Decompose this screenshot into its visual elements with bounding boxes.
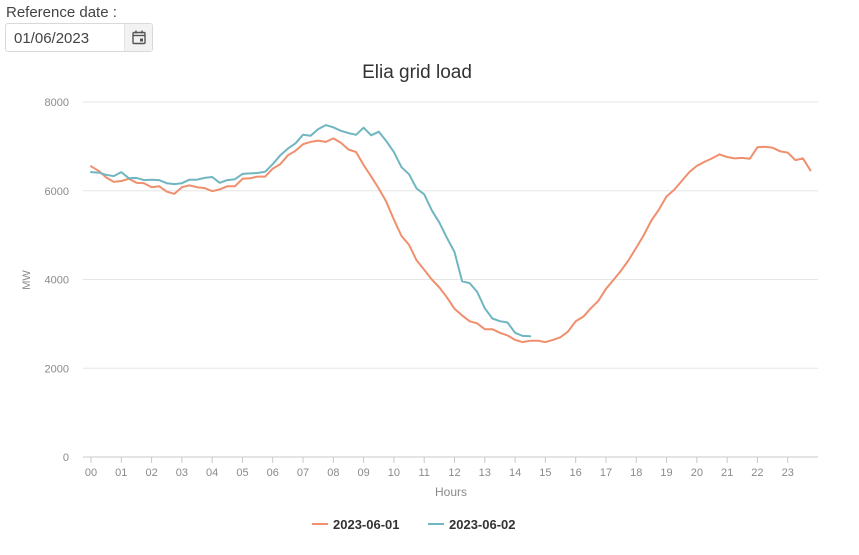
chart: Elia grid load 0 2000 4000 6000 8000 00 01 02 0…: [21, 62, 818, 532]
y-tick-label: 0: [63, 452, 69, 464]
legend-item-2023-06-01[interactable]: 2023-06-01: [312, 517, 400, 532]
x-axis-label: Hours: [435, 485, 467, 499]
legend-label: 2023-06-01: [333, 517, 400, 532]
x-tick-label: 10: [388, 467, 400, 479]
x-tick-label: 08: [327, 467, 339, 479]
x-tick-label: 18: [630, 467, 642, 479]
y-axis-label: MW: [21, 270, 33, 290]
x-tick-label: 06: [267, 467, 279, 479]
chart-title: Elia grid load: [362, 62, 472, 83]
x-tick-label: 14: [509, 467, 521, 479]
x-tick-label: 12: [448, 467, 460, 479]
x-tick-label: 02: [145, 467, 157, 479]
x-tick-label: 07: [297, 467, 309, 479]
x-tick-label: 17: [600, 467, 612, 479]
legend-item-2023-06-02[interactable]: 2023-06-02: [428, 517, 516, 532]
calendar-icon: [131, 30, 146, 45]
x-tick-label: 13: [479, 467, 491, 479]
x-tick-label: 22: [751, 467, 763, 479]
calendar-button[interactable]: [124, 24, 152, 51]
date-picker[interactable]: 01/06/2023: [5, 23, 153, 52]
x-tick-label: 16: [570, 467, 582, 479]
x-tick-label: 04: [206, 467, 218, 479]
series-line-2023-06-01[interactable]: [90, 137, 812, 344]
x-tick-label: 03: [176, 467, 188, 479]
series-line-2023-06-02[interactable]: [90, 124, 532, 338]
x-tick-label: 01: [115, 467, 127, 479]
x-tick-label: 20: [691, 467, 703, 479]
x-tick-label: 19: [660, 467, 672, 479]
x-tick-label: 09: [358, 467, 370, 479]
x-tick-label: 21: [721, 467, 733, 479]
reference-date-label: Reference date :: [6, 4, 117, 21]
y-tick-label: 2000: [45, 363, 69, 375]
y-tick-label: 4000: [45, 275, 69, 287]
y-tick-label: 6000: [45, 186, 69, 198]
x-tick-label: 23: [782, 467, 794, 479]
x-tick-label: 11: [418, 467, 429, 479]
x-tick-label: 00: [85, 467, 97, 479]
x-tick-label: 15: [539, 467, 551, 479]
y-tick-label: 8000: [45, 97, 69, 109]
legend-label: 2023-06-02: [449, 517, 516, 532]
x-tick-label: 05: [236, 467, 248, 479]
date-input-value[interactable]: 01/06/2023: [14, 30, 90, 47]
